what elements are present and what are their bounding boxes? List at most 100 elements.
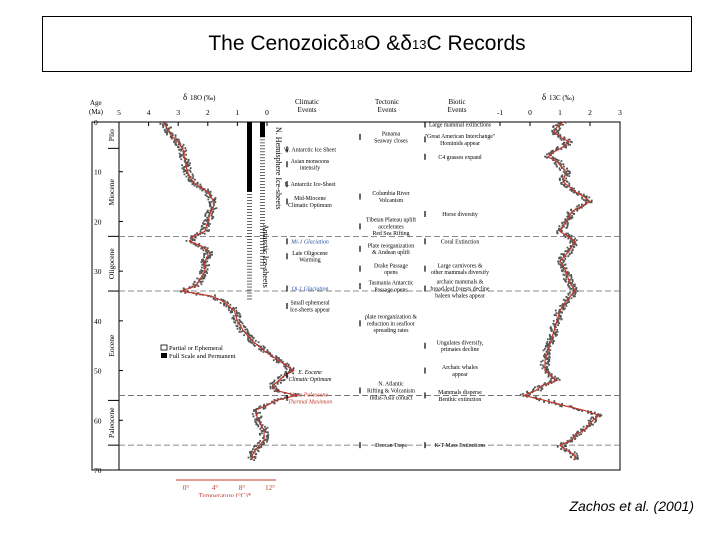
data-point [574,292,577,294]
data-point [200,271,203,273]
data-point [554,323,557,326]
data-point [239,328,242,331]
data-point [550,373,553,376]
biotic-event-1-line-1: Hominids appear [440,141,480,147]
data-point [266,440,268,443]
data-point [552,320,555,322]
d13C-tick-label-3: 2 [588,108,592,117]
data-point [552,131,555,134]
data-point [283,365,286,368]
data-point [593,421,596,424]
data-point [573,451,576,454]
data-point [203,219,206,222]
data-point [262,348,265,351]
data-point [589,410,592,413]
data-point [284,366,287,369]
data-point [555,163,558,166]
data-point [572,246,575,249]
data-point [275,361,278,364]
epoch-label-4: Paleocene [107,407,116,438]
data-point [202,263,205,266]
data-point [551,130,554,133]
data-point [532,388,535,390]
data-point [570,297,573,300]
data-point [255,417,258,420]
d18O-axis-label-delta: δ [183,92,187,102]
data-point [170,137,173,140]
data-point [569,140,572,143]
data-point [567,293,570,296]
data-point [534,386,536,389]
data-point [182,150,185,153]
data-point [561,253,564,256]
data-point [554,309,557,312]
data-point [559,305,562,307]
data-point [536,385,539,388]
data-point [548,363,550,366]
data-point [558,229,560,231]
data-point [582,198,585,201]
data-point [562,170,565,173]
data-point [558,227,560,230]
tectonic-header-2: Events [377,106,396,114]
data-point [547,375,550,378]
data-point [205,250,207,252]
data-point [552,125,555,128]
data-point [563,221,566,224]
data-point [567,298,570,301]
data-point [205,251,208,254]
data-point [567,212,570,214]
data-point [570,217,572,220]
data-point [254,339,257,342]
data-point [584,199,587,202]
data-point [552,341,554,344]
epoch-label-0: Plio [107,129,116,141]
data-point [557,133,560,135]
data-point [214,201,217,204]
data-point [559,316,562,319]
data-point [201,259,203,261]
data-point [166,124,169,127]
data-point [558,378,561,381]
data-point [274,385,277,388]
data-point [207,219,210,222]
data-point [181,167,184,170]
data-point [197,234,200,237]
data-point [538,384,541,387]
data-point [569,240,572,242]
data-point [200,283,203,286]
data-point [548,351,551,354]
data-point [561,266,564,269]
data-point [563,264,566,266]
data-point [588,425,591,427]
data-point [551,342,554,345]
data-point [199,230,202,233]
data-point [571,212,574,214]
data-point [575,239,578,242]
data-point [578,204,580,207]
temperature-tick-label-0: 0° [183,484,190,492]
data-point [210,206,213,209]
data-point [571,216,574,219]
data-point [555,158,557,161]
data-point [522,392,524,395]
data-point [549,327,552,329]
data-point [570,456,573,459]
data-point [266,426,269,429]
data-point [562,273,565,276]
data-point [547,399,550,401]
biotic-event-10-line-0: K-T Mass Extinctions [434,443,486,449]
data-point [200,271,203,274]
data-point [573,243,576,246]
data-point [203,223,206,225]
data-point [567,237,570,240]
data-point [189,167,192,170]
data-point [199,186,202,188]
data-point [565,146,567,149]
biotic-event-9-line-0: Mammals disperse [438,390,482,396]
data-point [560,183,563,186]
data-point [580,206,583,209]
data-point [564,255,567,258]
data-point [259,405,262,408]
data-point [569,440,572,443]
